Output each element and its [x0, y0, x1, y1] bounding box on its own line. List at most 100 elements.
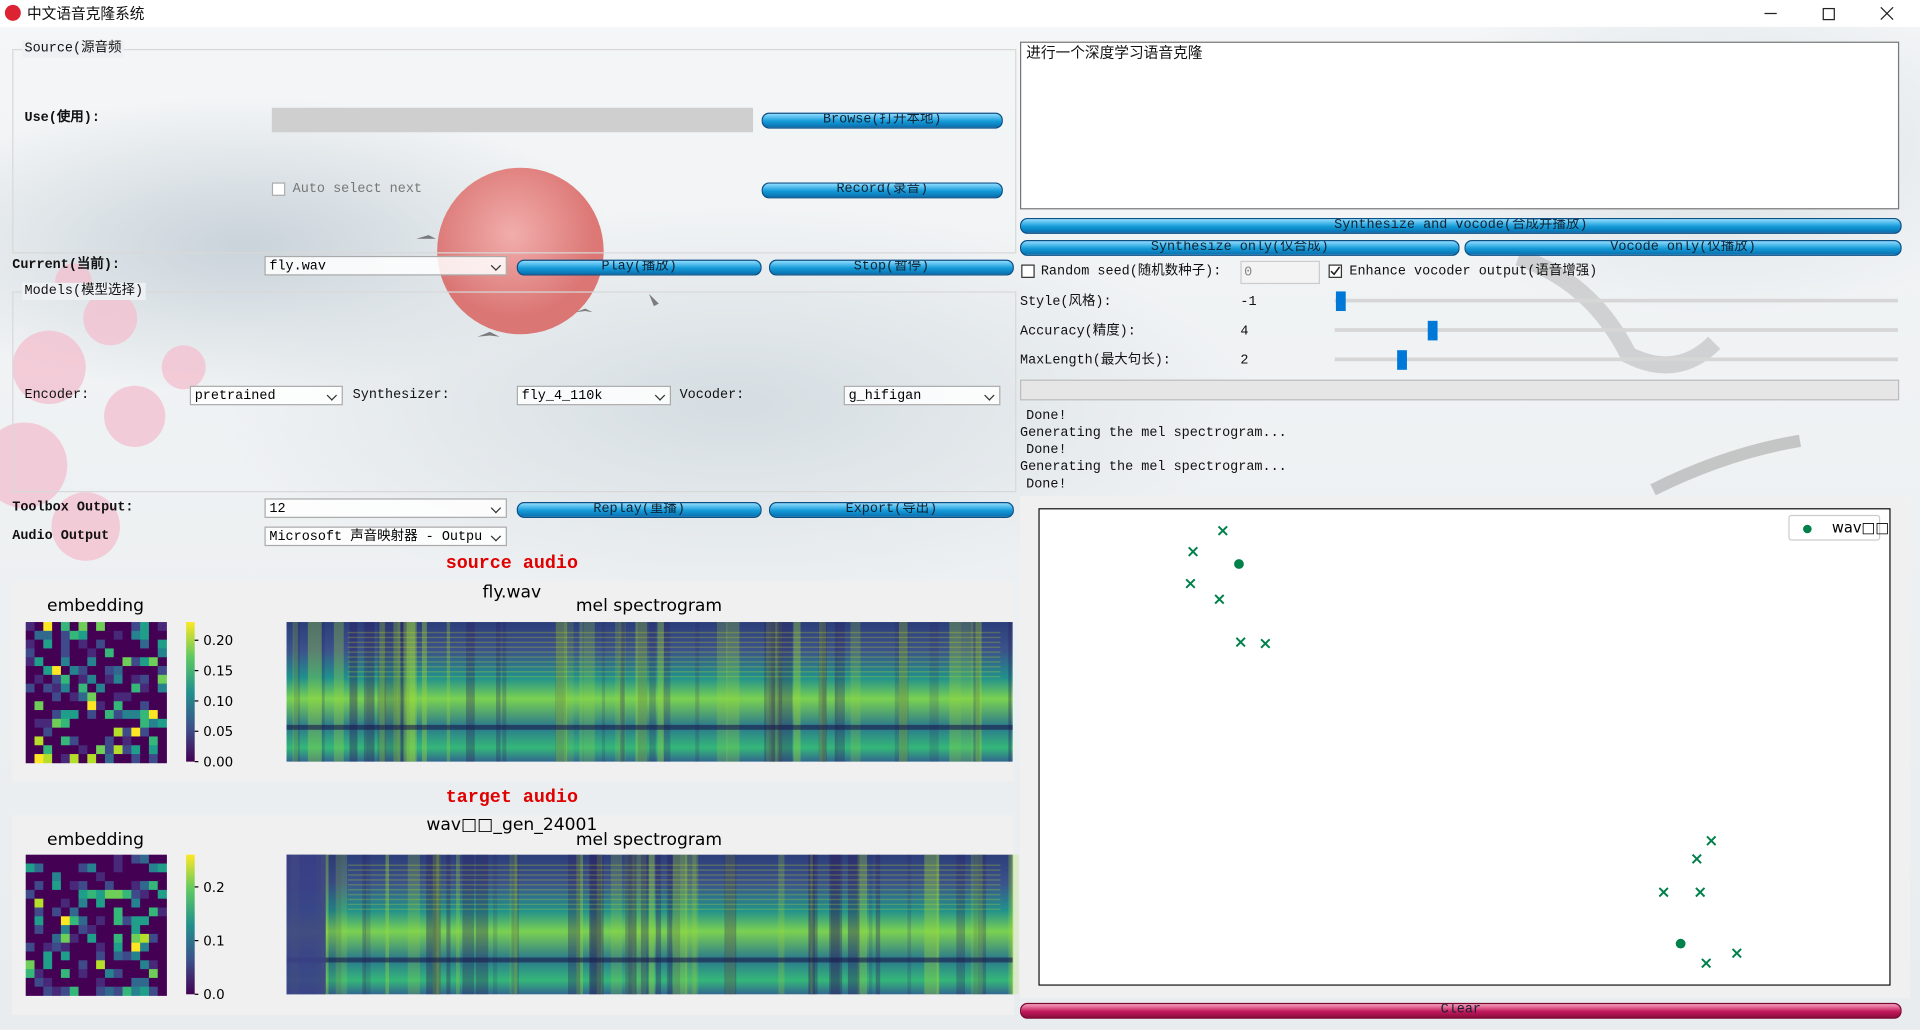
- combo-box[interactable]: Microsoft 声音映射器 - Outpu: [264, 526, 507, 547]
- heatmap-cell: [87, 969, 97, 979]
- button[interactable]: Browse(打开本地): [761, 112, 1003, 129]
- spectrogram-band: [307, 622, 322, 762]
- button[interactable]: Record(录音): [761, 182, 1003, 199]
- heatmap-cell: [122, 925, 132, 935]
- value: -1: [1240, 295, 1257, 310]
- seed-input[interactable]: [1240, 260, 1321, 285]
- cross-marker: [1188, 546, 1198, 557]
- heatmap-cell: [78, 854, 88, 864]
- projection-plot: wav□□: [1038, 508, 1891, 986]
- cross-marker: [1217, 525, 1228, 536]
- heatmap-cell: [157, 736, 167, 746]
- heatmap-cell: [78, 916, 88, 926]
- combo-box[interactable]: g_hifigan: [843, 385, 1001, 406]
- heatmap-cell: [78, 907, 88, 917]
- cross-marker: [1214, 594, 1225, 605]
- spectrogram-band: [850, 622, 861, 762]
- slider-handle[interactable]: [1335, 291, 1346, 312]
- heatmap-cell: [43, 925, 53, 935]
- button[interactable]: Play(播放): [516, 259, 762, 276]
- heatmap-cell: [43, 639, 53, 649]
- button[interactable]: Synthesize and vocode(合成并播放): [1020, 217, 1902, 234]
- heatmap-cell: [140, 969, 150, 979]
- path-input[interactable]: [271, 107, 754, 133]
- heatmap-cell: [148, 657, 159, 667]
- combo-box[interactable]: 12: [264, 498, 507, 518]
- heatmap-cell: [104, 951, 115, 961]
- heatmap-cell: [131, 916, 141, 926]
- spectrogram-band: [466, 622, 475, 762]
- heatmap-cell: [140, 666, 150, 676]
- heatmap-cell: [96, 933, 106, 944]
- heatmap-cell: [78, 674, 88, 685]
- spectrogram-band: [649, 622, 656, 762]
- heatmap-cell: [113, 960, 123, 970]
- heatmap-cell: [96, 969, 106, 979]
- window-controls[interactable]: [1751, 2, 1910, 24]
- button[interactable]: Stop(暂停): [768, 259, 1014, 276]
- heatmap-cell: [157, 622, 167, 632]
- button[interactable]: Clear: [1020, 1002, 1902, 1019]
- heatmap-cell: [60, 951, 71, 961]
- heatmap-cell: [69, 881, 79, 891]
- heatmap-cell: [43, 907, 53, 917]
- heatmap-cell: [60, 718, 71, 729]
- spectrogram-band: [898, 622, 908, 762]
- plot-heading: target audio: [445, 787, 578, 809]
- heatmap-cell: [60, 916, 71, 926]
- colorbar: [186, 622, 195, 762]
- heatmap-cell: [157, 925, 167, 935]
- heatmap-cell: [78, 736, 88, 746]
- heatmap-cell: [140, 960, 150, 970]
- checkbox[interactable]: [1021, 264, 1035, 278]
- heatmap-cell: [148, 736, 159, 746]
- button[interactable]: Replay(重播): [516, 502, 762, 518]
- spectrogram-band: [809, 854, 818, 995]
- button[interactable]: Export(导出): [768, 502, 1014, 518]
- heatmap-cell: [87, 881, 97, 891]
- heatmap-cell: [148, 872, 159, 882]
- heatmap-cell: [43, 872, 53, 882]
- log-line: Done!: [1026, 477, 1067, 493]
- group-label: Models(模型选择): [22, 282, 146, 301]
- heatmap-cell: [140, 674, 150, 685]
- combo-box[interactable]: pretrained: [189, 385, 343, 406]
- text-input[interactable]: [1020, 41, 1900, 210]
- heatmap-cell: [60, 701, 71, 711]
- heatmap-cell: [157, 674, 167, 685]
- colorbar-tick-label: 0.20: [203, 634, 233, 649]
- heatmap-cell: [43, 745, 53, 755]
- spectrogram-band: [610, 854, 623, 995]
- heatmap-cell: [148, 986, 159, 996]
- heatmap-cell: [34, 986, 44, 996]
- spectrogram-harmonic: [347, 869, 1001, 871]
- spectrogram-band: [822, 622, 827, 762]
- heatmap-cell: [140, 648, 150, 658]
- combo-box[interactable]: fly_4_110k: [516, 385, 672, 406]
- slider-handle[interactable]: [1427, 320, 1438, 341]
- heatmap-cell: [78, 727, 88, 737]
- heatmap-cell: [96, 898, 106, 908]
- title-bar: [0, 0, 1920, 27]
- heatmap-cell: [122, 951, 132, 961]
- heatmap-cell: [34, 630, 44, 641]
- heatmap-cell: [104, 657, 115, 667]
- heatmap-cell: [96, 622, 106, 632]
- heatmap-cell: [113, 745, 123, 755]
- heatmap-cell: [131, 639, 141, 649]
- heatmap-cell: [34, 754, 44, 764]
- heatmap-cell: [104, 889, 115, 900]
- spectrogram-band: [436, 854, 439, 995]
- log-line: Generating the mel spectrogram...: [1020, 426, 1287, 441]
- slider-handle[interactable]: [1397, 350, 1407, 370]
- combo-box[interactable]: fly.wav: [264, 255, 507, 276]
- checkbox[interactable]: [271, 182, 286, 196]
- heatmap-cell: [157, 969, 167, 979]
- heatmap-cell: [131, 889, 141, 900]
- heatmap-cell: [148, 683, 159, 693]
- spectrogram-band: [818, 622, 827, 762]
- button[interactable]: Synthesize only(仅合成): [1020, 240, 1460, 256]
- heatmap-cell: [140, 622, 150, 632]
- heatmap-cell: [122, 907, 132, 917]
- button[interactable]: Vocode only(仅播放): [1464, 240, 1902, 256]
